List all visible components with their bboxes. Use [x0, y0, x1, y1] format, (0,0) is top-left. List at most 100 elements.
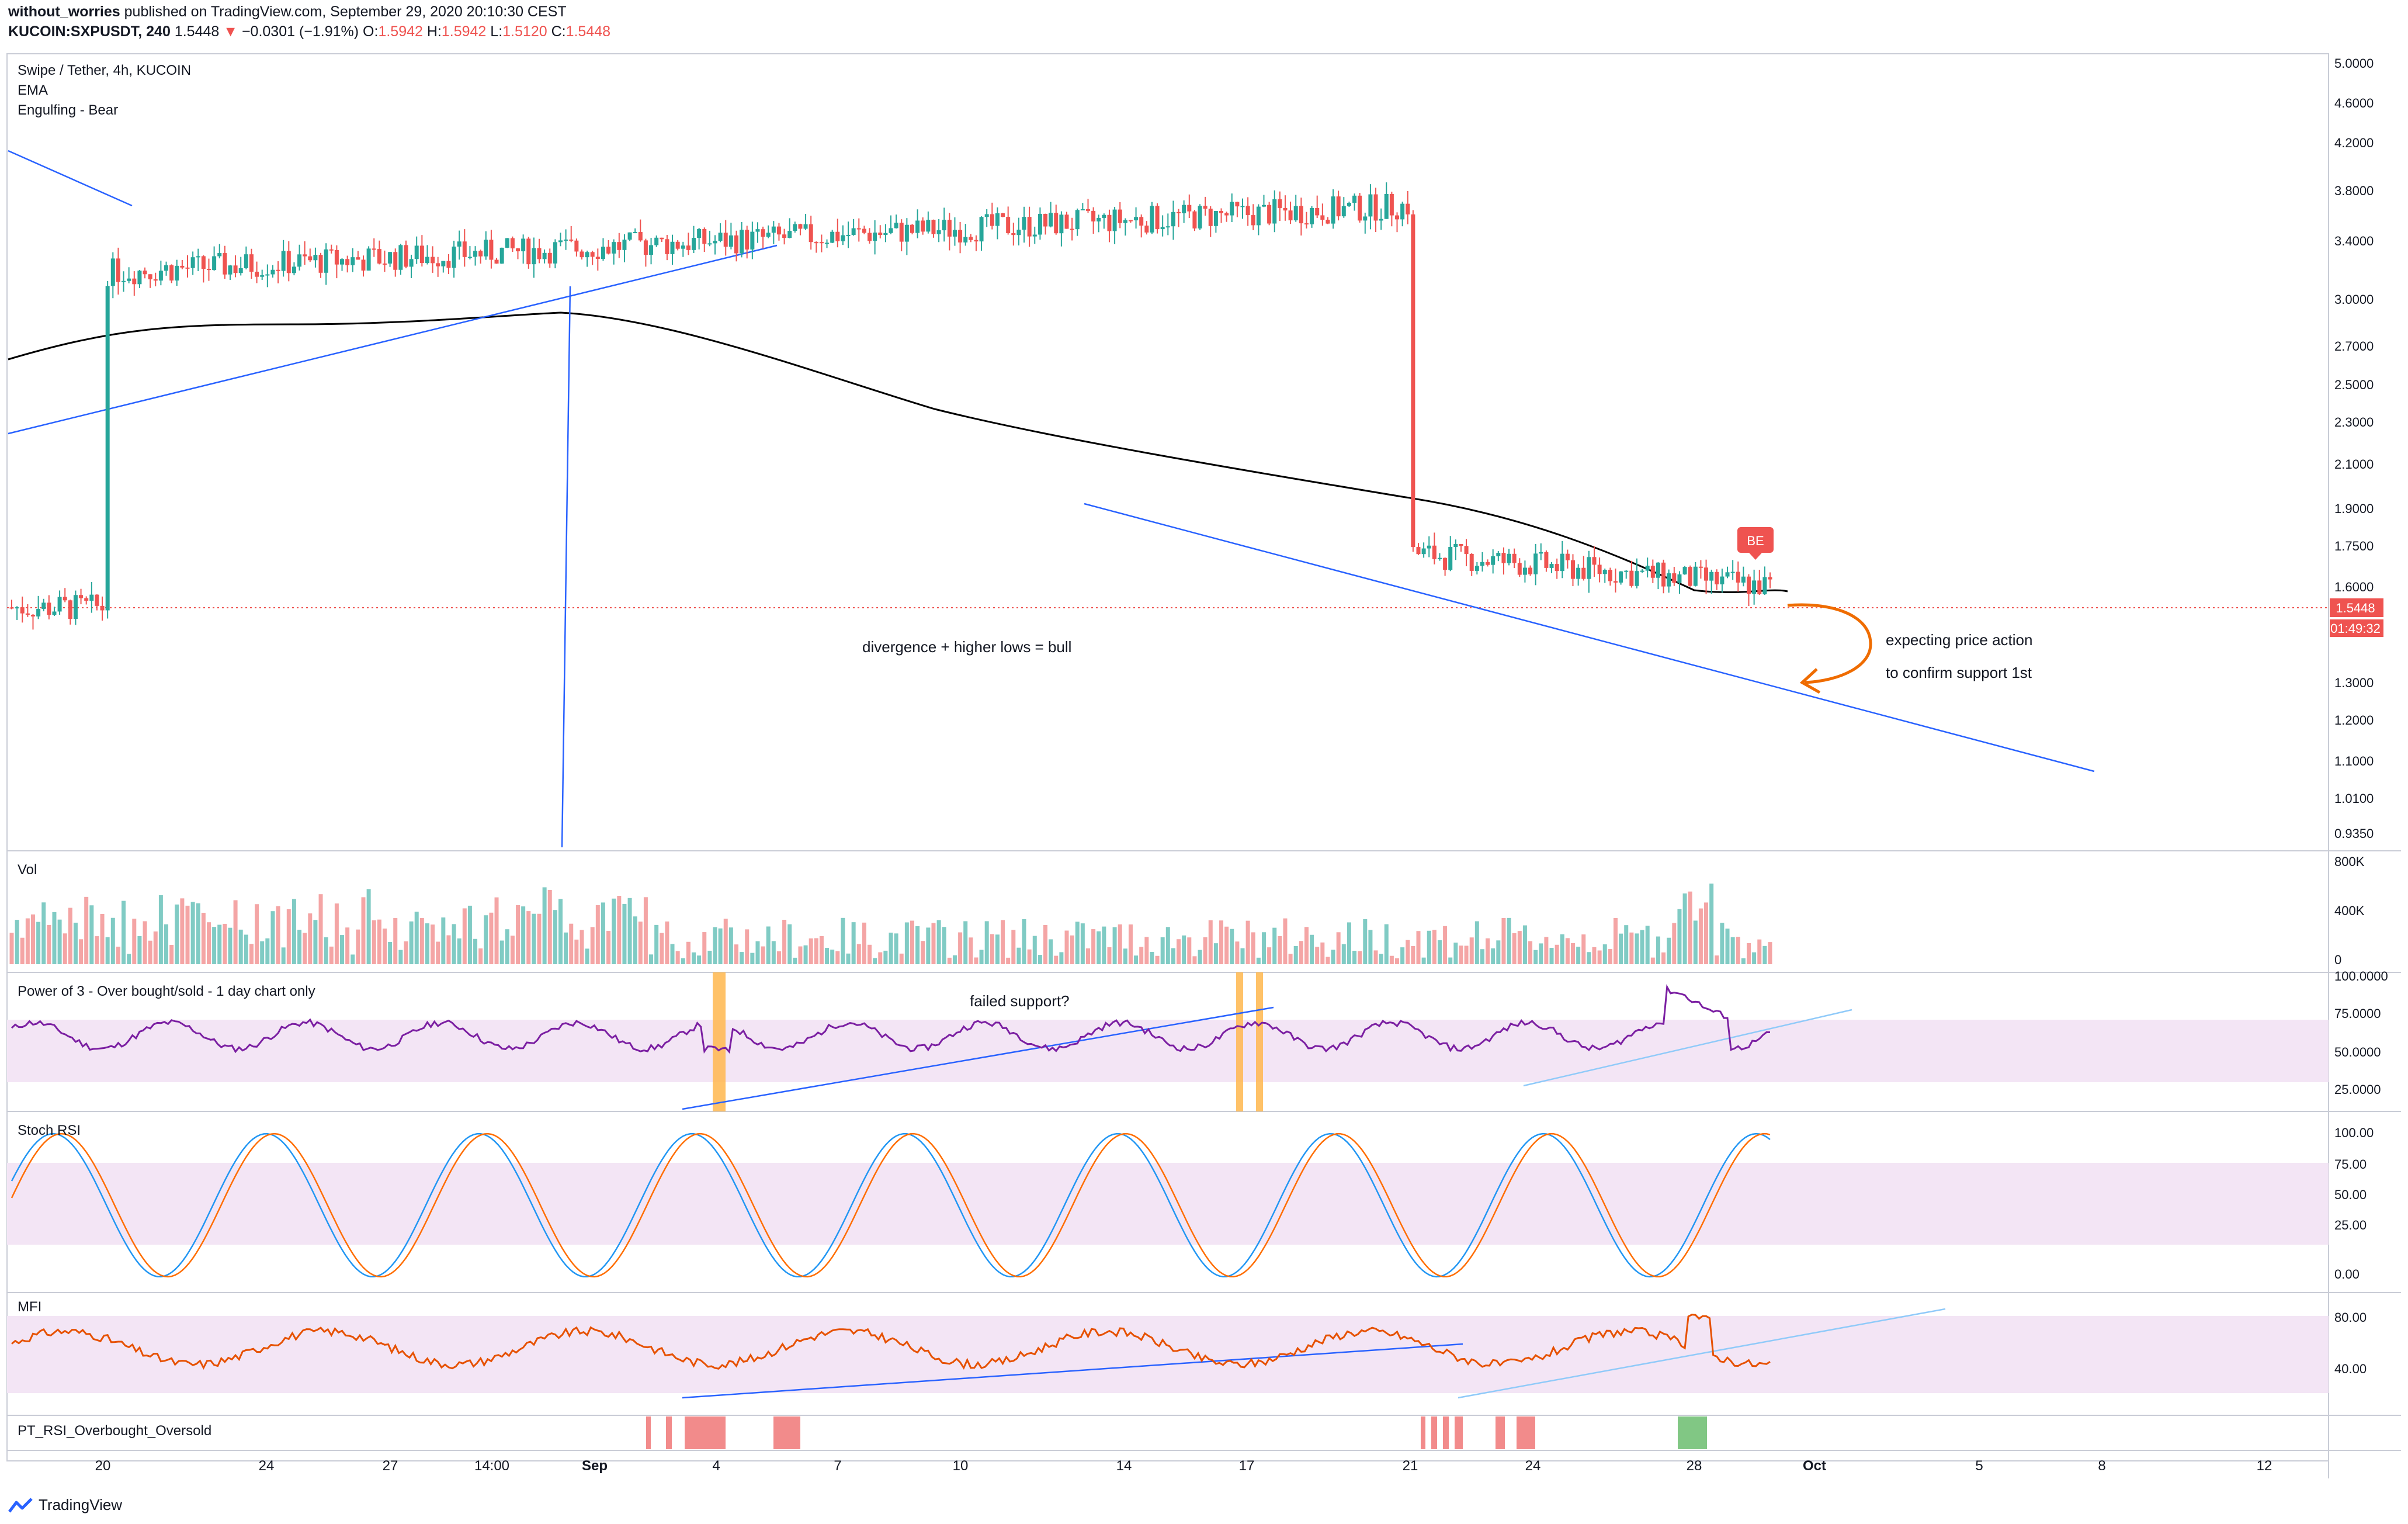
candle-body	[1315, 207, 1320, 216]
volume-bar	[68, 908, 72, 964]
candle-body	[68, 600, 72, 619]
price-tick: 1.3000	[2334, 676, 2374, 690]
expect-note-1: expecting price action	[1886, 631, 2032, 649]
volume-bar	[1411, 945, 1415, 964]
volume-bar	[164, 924, 169, 964]
volume-bar	[702, 932, 707, 964]
volume-bar	[1677, 909, 1682, 964]
candle-body	[116, 258, 120, 282]
volume-bar	[255, 904, 259, 964]
volume-bar	[1549, 948, 1554, 964]
last-price-tag: 1.5448 01:49:32	[2330, 598, 2383, 637]
candle-body	[601, 247, 605, 259]
candle-body	[569, 239, 574, 241]
volume-bar	[969, 937, 973, 964]
candle-body	[499, 247, 504, 264]
candle-body	[1747, 576, 1751, 594]
candle-body	[675, 241, 680, 249]
candle-body	[686, 245, 691, 250]
candle-body	[1608, 570, 1612, 581]
expect-note-2: to confirm support 1st	[1886, 664, 2032, 681]
candle-body	[20, 607, 25, 614]
price-tick: 4.2000	[2334, 136, 2374, 150]
candle-body	[1400, 203, 1405, 220]
candle-body	[270, 269, 275, 275]
candle-body	[883, 233, 888, 235]
tradingview-brand[interactable]: TradingView	[8, 1496, 122, 1514]
candle-body	[1752, 580, 1757, 594]
engulfing-bear-badge: BE	[1737, 527, 1774, 560]
candle-body	[606, 247, 611, 254]
time-axis[interactable]: 20 24 27 14:00 Sep 4 7 10 14 17 21 24 28 Oct 5 8 12	[95, 1458, 2272, 1474]
candle-body	[1102, 214, 1106, 218]
volume-bar	[521, 906, 526, 964]
candle-body	[665, 239, 669, 254]
candle-body	[771, 226, 776, 233]
pt-rsi-blocks	[646, 1416, 1707, 1449]
volume-bar	[95, 936, 99, 964]
mfi-trendline-1	[682, 1343, 1463, 1399]
volume-bar	[542, 887, 547, 964]
candle-body	[889, 228, 893, 233]
candle-body	[1288, 210, 1293, 221]
volume-bar	[15, 920, 19, 964]
candle-body	[963, 237, 968, 243]
volume-bar	[654, 924, 659, 964]
time-tick: 27	[383, 1458, 398, 1474]
volume-bars	[9, 884, 1772, 964]
candle-body	[1592, 557, 1597, 565]
candle-body	[1139, 217, 1144, 226]
volume-bar	[1059, 952, 1064, 964]
candle-body	[542, 252, 547, 259]
volume-bar	[1474, 921, 1479, 964]
pane-frames	[6, 53, 2401, 1478]
failed-support-note: failed support?	[970, 992, 1070, 1010]
volume-bar	[452, 924, 456, 964]
volume-bar	[233, 900, 238, 964]
time-tick: 10	[953, 1458, 969, 1474]
candle-body	[1054, 213, 1059, 234]
mfi-pane-label: MFI	[18, 1299, 41, 1315]
candle-body	[761, 229, 765, 237]
price-axis[interactable]: 5.0000 4.6000 4.2000 3.8000 3.4000 3.0000 2.70…	[2334, 56, 2374, 841]
pow3-tick-2: 50.0000	[2334, 1045, 2381, 1059]
pow3-highlight-3	[1256, 972, 1263, 1111]
time-tick: Sep	[582, 1458, 608, 1474]
volume-bar	[947, 957, 952, 964]
candle-body	[1555, 564, 1559, 572]
volume-bar	[1107, 947, 1112, 964]
volume-bar	[57, 919, 62, 964]
volume-bar	[617, 895, 622, 964]
volume-bar	[1757, 939, 1762, 964]
volume-bar	[1165, 927, 1170, 964]
pow3-highlight-1	[713, 972, 726, 1111]
candle-body	[633, 232, 637, 234]
author-name: without_worries	[8, 4, 120, 20]
volume-bar	[1341, 944, 1346, 964]
candle-body	[132, 278, 137, 285]
volume-bar	[921, 941, 925, 964]
volume-bar	[1704, 902, 1709, 964]
candle-body	[1001, 213, 1005, 217]
volume-bar	[30, 914, 35, 964]
candle-body	[638, 232, 643, 241]
candle-body	[894, 223, 898, 228]
candle-body	[1155, 206, 1160, 230]
volume-bar	[1118, 924, 1122, 964]
volume-bar	[1661, 952, 1666, 964]
candle-body	[1272, 199, 1277, 224]
volume-bar	[137, 936, 142, 964]
volume-bar	[1240, 948, 1245, 964]
volume-bar	[1555, 944, 1559, 964]
candle-body	[585, 252, 589, 258]
volume-bar	[1507, 917, 1511, 964]
volume-bar	[660, 933, 664, 964]
volume-bar	[419, 918, 424, 964]
volume-bar	[1672, 923, 1677, 964]
volume-bar	[532, 913, 536, 964]
volume-bar	[1245, 920, 1250, 964]
volume-bar	[286, 909, 291, 964]
volume-bar	[340, 935, 345, 964]
volume-bar	[1278, 936, 1282, 964]
